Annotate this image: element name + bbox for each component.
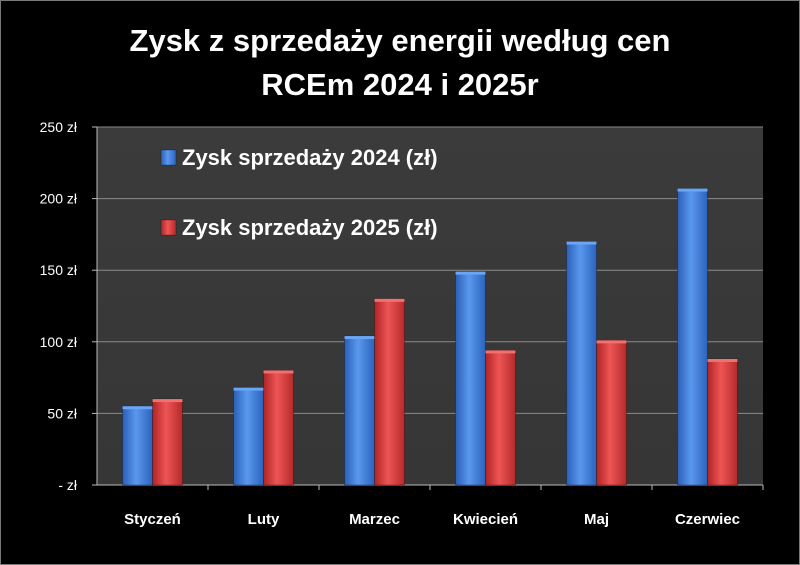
legend-label: Zysk sprzedaży 2025 (zł) bbox=[182, 215, 438, 240]
bar-2024-1 bbox=[233, 387, 264, 486]
bar-top-highlight bbox=[677, 188, 708, 192]
legend-swatch bbox=[160, 219, 177, 236]
bar-2025-4 bbox=[596, 339, 627, 486]
bar-top-highlight bbox=[485, 350, 516, 354]
legend-label: Zysk sprzedaży 2024 (zł) bbox=[182, 145, 438, 170]
x-tick-label: Luty bbox=[248, 511, 280, 528]
bar-2024-2 bbox=[344, 335, 375, 486]
bar-top-highlight bbox=[566, 241, 597, 245]
y-tick-label: - zł bbox=[58, 477, 78, 493]
bar-2025-2 bbox=[374, 298, 405, 486]
bar-top-highlight bbox=[596, 340, 627, 344]
bar-top-highlight bbox=[152, 399, 183, 403]
legend-swatch bbox=[160, 149, 177, 166]
bar-2024-0 bbox=[122, 405, 153, 486]
bar-top-highlight bbox=[455, 271, 486, 275]
bar-2025-0 bbox=[152, 398, 183, 486]
bar-2024-5 bbox=[677, 188, 708, 486]
bar-top-highlight bbox=[233, 387, 264, 391]
bar-2024-3 bbox=[455, 271, 486, 486]
bar-top-highlight bbox=[263, 370, 294, 374]
x-tick-label: Kwiecień bbox=[453, 511, 518, 528]
y-tick-label: 50 zł bbox=[47, 405, 77, 421]
x-tick-label: Styczeń bbox=[124, 511, 181, 528]
plot-area bbox=[97, 127, 763, 485]
chart-title: Zysk z sprzedaży energii według cen RCEm… bbox=[129, 23, 671, 102]
bar-top-highlight bbox=[344, 336, 375, 340]
y-tick-label: 200 zł bbox=[40, 191, 78, 207]
x-tick-label: Maj bbox=[584, 511, 609, 528]
x-tick-label: Czerwiec bbox=[675, 511, 740, 528]
bar-2025-3 bbox=[485, 349, 516, 486]
bar-top-highlight bbox=[122, 406, 153, 410]
bar-2024-4 bbox=[566, 241, 597, 486]
y-tick-label: 150 zł bbox=[40, 262, 78, 278]
bar-2025-1 bbox=[263, 370, 294, 486]
y-tick-label: 100 zł bbox=[40, 334, 78, 350]
bar-2025-5 bbox=[707, 358, 738, 486]
bar-top-highlight bbox=[374, 298, 405, 302]
y-tick-label: 250 zł bbox=[40, 119, 78, 135]
x-tick-label: Marzec bbox=[349, 511, 400, 528]
bar-top-highlight bbox=[707, 358, 738, 362]
